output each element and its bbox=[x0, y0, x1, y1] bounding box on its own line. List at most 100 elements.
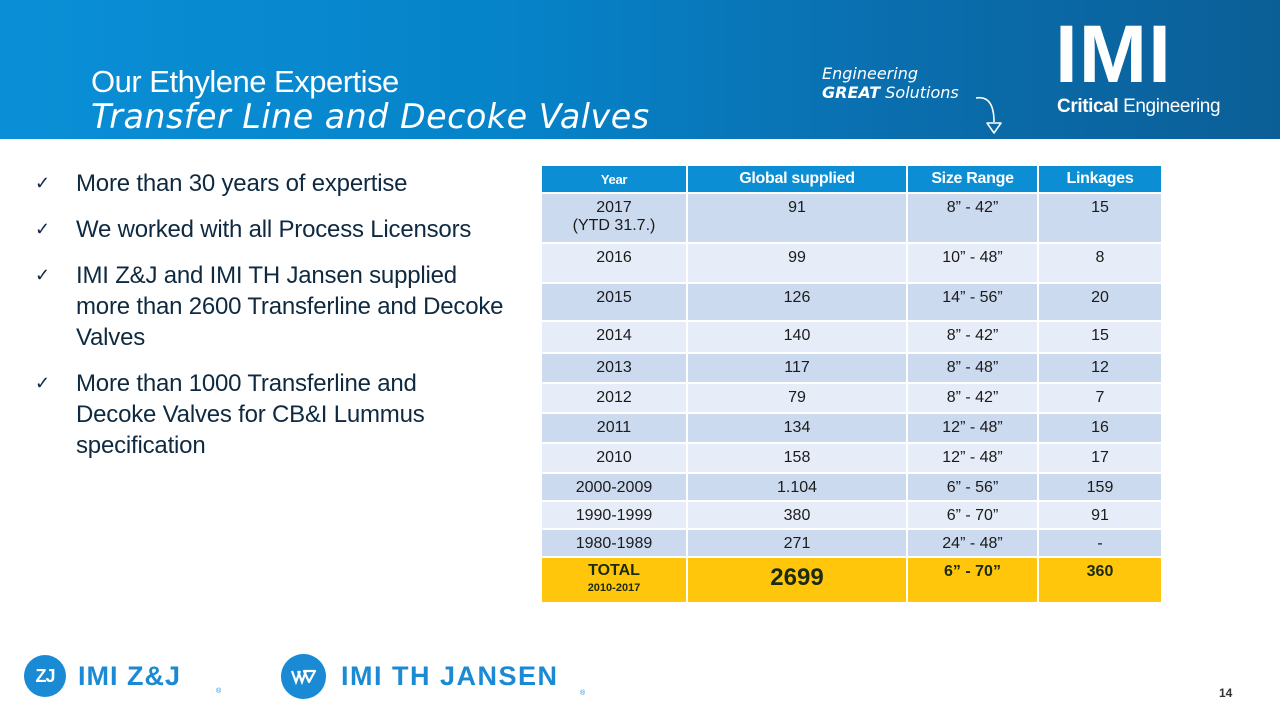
cell-size: 12” - 48” bbox=[906, 412, 1039, 444]
cell-total-linkages: 360 bbox=[1037, 556, 1163, 604]
valves-supply-table: Year Global supplied Size Range Linkages… bbox=[540, 164, 1163, 604]
column-header-size-range: Size Range bbox=[906, 164, 1039, 194]
check-icon: ✓ bbox=[35, 173, 50, 193]
bullet-item: ✓ IMI Z&J and IMI TH Jansen supplied more… bbox=[35, 260, 516, 353]
imi-th-jansen-logo-text: IMI TH JANSEN bbox=[341, 661, 559, 691]
cell-supplied: 158 bbox=[686, 442, 908, 474]
cell-year: 1980-1989 bbox=[540, 528, 688, 558]
cell-linkages: 15 bbox=[1037, 320, 1163, 354]
table-row: 2011 134 12” - 48” 16 bbox=[540, 412, 1163, 444]
table-row: 2015 126 14” - 56” 20 bbox=[540, 282, 1163, 322]
table-row: 2014 140 8” - 42” 15 bbox=[540, 320, 1163, 354]
cell-linkages: 20 bbox=[1037, 282, 1163, 322]
cell-size: 8” - 48” bbox=[906, 352, 1039, 384]
cell-linkages: 17 bbox=[1037, 442, 1163, 474]
cell-year: 2015 bbox=[540, 282, 688, 322]
imi-th-jansen-logo-mark bbox=[281, 654, 326, 699]
table-row: 2012 79 8” - 42” 7 bbox=[540, 382, 1163, 414]
total-label: TOTAL bbox=[588, 562, 640, 579]
column-header-linkages: Linkages bbox=[1037, 164, 1163, 194]
total-supplied: 2699 bbox=[770, 564, 824, 591]
cell-size: 14” - 56” bbox=[906, 282, 1039, 322]
cell-year: 2000-2009 bbox=[540, 472, 688, 502]
cell-size: 6” - 56” bbox=[906, 472, 1039, 502]
bullet-text: More than 30 years of expertise bbox=[76, 170, 408, 197]
cell-year: 2017 (YTD 31.7.) bbox=[540, 192, 688, 244]
cell-total-label: TOTAL 2010-2017 bbox=[540, 556, 688, 604]
tagline-great: GREAT bbox=[822, 83, 881, 102]
cell-linkages: 8 bbox=[1037, 242, 1163, 284]
bullet-item: ✓ More than 30 years of expertise bbox=[35, 168, 535, 199]
cell-size: 12” - 48” bbox=[906, 442, 1039, 474]
cell-size: 8” - 42” bbox=[906, 382, 1039, 414]
header-banner: Our Ethylene Expertise Transfer Line and… bbox=[0, 0, 1280, 139]
bullet-item: ✓ We worked with all Process Licensors bbox=[35, 214, 535, 245]
check-icon: ✓ bbox=[35, 373, 50, 393]
bullet-text: More than 1000 Transferline and Decoke V… bbox=[76, 370, 425, 459]
tagline-solutions: Solutions bbox=[880, 83, 959, 102]
year-value: 2017 bbox=[596, 199, 632, 216]
table-row: 1990-1999 380 6” - 70” 91 bbox=[540, 500, 1163, 530]
bullet-list: ✓ More than 30 years of expertise ✓ We wor… bbox=[35, 168, 535, 476]
tagline: Engineering GREAT Solutions bbox=[822, 64, 959, 102]
imi-logo: IMI bbox=[1055, 9, 1172, 100]
registered-mark: ® bbox=[580, 690, 586, 697]
cell-linkages: 159 bbox=[1037, 472, 1163, 502]
cell-linkages: 16 bbox=[1037, 412, 1163, 444]
cell-supplied: 117 bbox=[686, 352, 908, 384]
cell-total-supplied: 2699 bbox=[686, 556, 908, 604]
table-row: 2010 158 12” - 48” 17 bbox=[540, 442, 1163, 474]
imi-zj-logo-text: IMI Z&J bbox=[78, 661, 182, 691]
column-header-year: Year bbox=[540, 164, 688, 194]
table-row: 1980-1989 271 24” - 48” - bbox=[540, 528, 1163, 558]
column-header-global-supplied: Global supplied bbox=[686, 164, 908, 194]
cell-linkages: 12 bbox=[1037, 352, 1163, 384]
tagline-line2: GREAT Solutions bbox=[822, 83, 959, 102]
cell-year: 1990-1999 bbox=[540, 500, 688, 530]
curved-arrow-icon bbox=[975, 96, 1002, 134]
cell-linkages: 7 bbox=[1037, 382, 1163, 414]
cell-supplied: 1.104 bbox=[686, 472, 908, 502]
registered-mark: ® bbox=[216, 688, 222, 695]
table-total-row: TOTAL 2010-2017 2699 6” - 70” 360 bbox=[540, 556, 1163, 604]
bullet-item: ✓ More than 1000 Transferline and Decoke … bbox=[35, 368, 496, 461]
check-icon: ✓ bbox=[35, 265, 50, 285]
table-row: 2017 (YTD 31.7.) 91 8” - 42” 15 bbox=[540, 192, 1163, 244]
check-icon: ✓ bbox=[35, 219, 50, 239]
cell-year: 2012 bbox=[540, 382, 688, 414]
cell-total-size: 6” - 70” bbox=[906, 556, 1039, 604]
cell-supplied: 99 bbox=[686, 242, 908, 284]
page-title: Our Ethylene Expertise bbox=[91, 64, 399, 99]
table-header-row: Year Global supplied Size Range Linkages bbox=[540, 164, 1163, 194]
cell-supplied: 126 bbox=[686, 282, 908, 322]
cell-size: 24” - 48” bbox=[906, 528, 1039, 558]
year-note: (YTD 31.7.) bbox=[572, 217, 656, 234]
bullet-text: We worked with all Process Licensors bbox=[76, 216, 472, 243]
table-row: 2013 117 8” - 48” 12 bbox=[540, 352, 1163, 384]
cell-supplied: 91 bbox=[686, 192, 908, 244]
cell-supplied: 134 bbox=[686, 412, 908, 444]
cell-year: 2016 bbox=[540, 242, 688, 284]
cell-size: 8” - 42” bbox=[906, 192, 1039, 244]
imi-logo-subtitle: Critical Engineering bbox=[1057, 96, 1221, 118]
logo-sub-rest: Engineering bbox=[1118, 96, 1221, 117]
cell-supplied: 380 bbox=[686, 500, 908, 530]
total-period: 2010-2017 bbox=[587, 582, 641, 594]
bullet-text: IMI Z&J and IMI TH Jansen supplied more … bbox=[76, 262, 504, 351]
imi-zj-logo-mark: ZJ bbox=[24, 655, 66, 697]
cell-year: 2010 bbox=[540, 442, 688, 474]
page-subtitle: Transfer Line and Decoke Valves bbox=[91, 97, 650, 137]
table-row: 2000-2009 1.104 6” - 56” 159 bbox=[540, 472, 1163, 502]
th-jansen-emblem-icon bbox=[290, 669, 317, 686]
cell-year: 2014 bbox=[540, 320, 688, 354]
cell-supplied: 271 bbox=[686, 528, 908, 558]
cell-linkages: 91 bbox=[1037, 500, 1163, 530]
cell-linkages: - bbox=[1037, 528, 1163, 558]
logo-sub-bold: Critical bbox=[1057, 96, 1119, 117]
table-row: 2016 99 10” - 48” 8 bbox=[540, 242, 1163, 284]
cell-size: 6” - 70” bbox=[906, 500, 1039, 530]
cell-size: 8” - 42” bbox=[906, 320, 1039, 354]
cell-size: 10” - 48” bbox=[906, 242, 1039, 284]
cell-supplied: 79 bbox=[686, 382, 908, 414]
page-number: 14 bbox=[1219, 686, 1233, 700]
